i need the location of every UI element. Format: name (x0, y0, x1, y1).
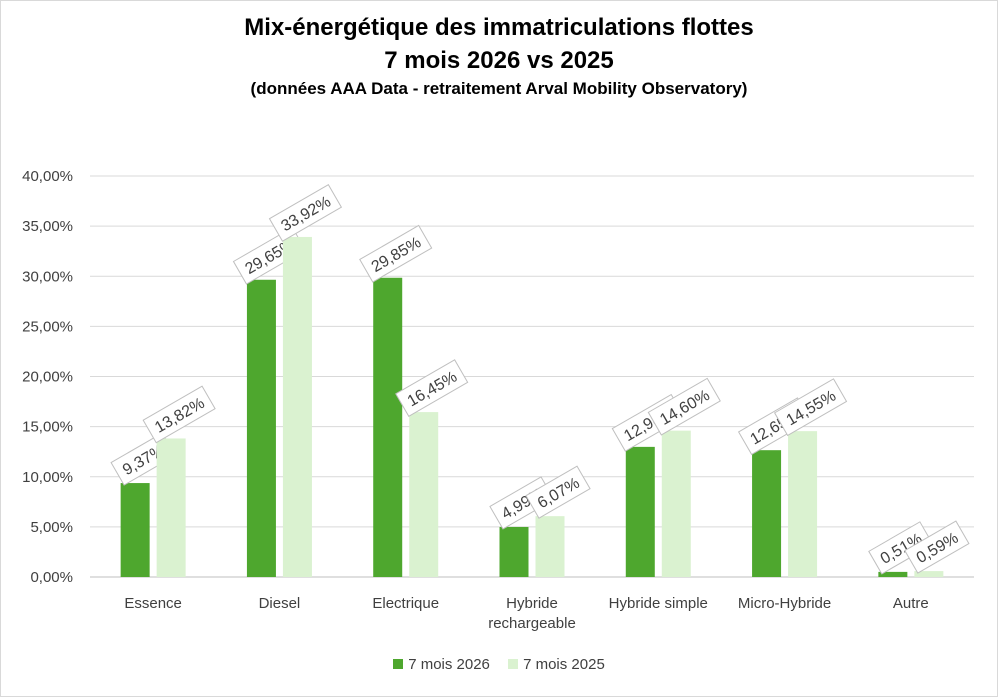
y-tick-label: 40,00% (22, 168, 73, 185)
y-tick-label: 0,00% (30, 569, 73, 586)
bar-2025 (535, 516, 565, 577)
bar-2025 (661, 430, 691, 577)
bar-2025 (788, 431, 818, 577)
data-label-box (359, 224, 433, 283)
category-label: Autre (893, 595, 929, 612)
y-tick-label: 5,00% (30, 519, 73, 536)
bar-2026 (499, 526, 529, 577)
data-label-box (525, 465, 591, 519)
category-label: rechargeable (488, 615, 576, 632)
data-label-box (395, 359, 469, 418)
legend-item-2025: 7 mois 2025 (508, 656, 605, 673)
chart-title-line2: 7 mois 2026 vs 2025 (384, 47, 614, 74)
legend-swatch-2026 (393, 659, 404, 669)
legend-label-2026: 7 mois 2026 (408, 656, 490, 673)
legend-item-2026: 7 mois 2026 (393, 656, 490, 673)
data-label: 13,82% (142, 385, 216, 444)
data-label: 29,85% (359, 224, 433, 283)
data-label: 6,07% (525, 465, 591, 519)
data-label: 16,45% (395, 359, 469, 418)
y-tick-label: 20,00% (22, 369, 73, 386)
category-label: Essence (124, 595, 182, 612)
legend-label-2025: 7 mois 2025 (523, 656, 605, 673)
bar-2026 (373, 277, 403, 577)
category-label: Hybride simple (609, 595, 708, 612)
y-tick-label: 15,00% (22, 419, 73, 436)
data-label-box (904, 520, 970, 574)
y-tick-label: 30,00% (22, 268, 73, 285)
legend: 7 mois 2026 7 mois 2025 (1, 656, 997, 673)
y-tick-label: 25,00% (22, 318, 73, 335)
legend-swatch-2025 (508, 659, 519, 669)
bar-2026 (625, 446, 655, 577)
data-label-box (647, 377, 721, 436)
category-label: Hybride (506, 595, 558, 612)
bar-2025 (409, 412, 439, 577)
data-label-box (268, 184, 343, 242)
data-label-box (773, 378, 848, 437)
category-label: Micro-Hybride (738, 595, 831, 612)
data-label-box (142, 385, 216, 444)
bar-2026 (752, 450, 782, 577)
category-label: Electrique (372, 595, 439, 612)
title-block: Mix-énergétique des immatriculations flo… (1, 11, 997, 100)
bar-2025 (156, 438, 186, 577)
bar-2025 (282, 236, 312, 577)
category-label: Diesel (259, 595, 301, 612)
data-label-box (868, 521, 934, 575)
bar-2025 (914, 571, 944, 577)
chart-title: Mix-énergétique des immatriculations flo… (244, 14, 754, 41)
bar-2026 (120, 483, 150, 577)
bar-2026 (246, 279, 276, 577)
y-tick-label: 35,00% (22, 218, 73, 235)
chart-subtitle: (données AAA Data - retraitement Arval M… (250, 79, 748, 98)
data-label: 33,92% (268, 184, 343, 242)
bar-2026 (878, 571, 908, 577)
y-tick-label: 10,00% (22, 469, 73, 486)
